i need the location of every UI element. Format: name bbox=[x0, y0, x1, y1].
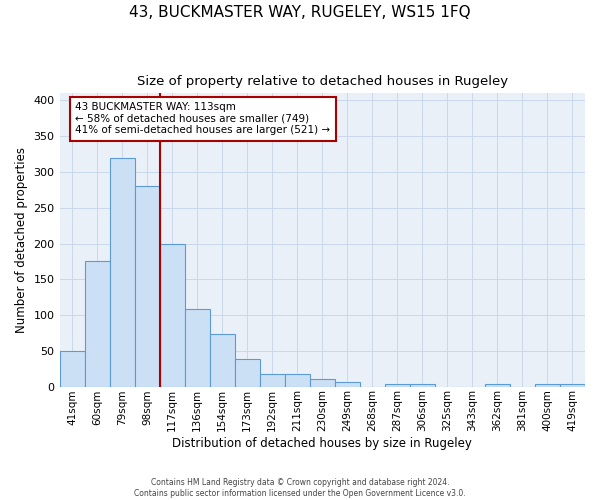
Bar bbox=[410, 384, 435, 386]
Bar bbox=[485, 384, 510, 386]
Bar bbox=[134, 186, 160, 386]
Bar bbox=[310, 380, 335, 386]
Bar bbox=[110, 158, 134, 386]
Bar bbox=[160, 244, 185, 386]
Title: Size of property relative to detached houses in Rugeley: Size of property relative to detached ho… bbox=[137, 75, 508, 88]
Bar bbox=[85, 262, 110, 386]
Bar bbox=[209, 334, 235, 386]
Bar bbox=[535, 384, 560, 386]
Text: 43, BUCKMASTER WAY, RUGELEY, WS15 1FQ: 43, BUCKMASTER WAY, RUGELEY, WS15 1FQ bbox=[129, 5, 471, 20]
Bar bbox=[185, 310, 209, 386]
Bar bbox=[385, 384, 410, 386]
Text: Contains HM Land Registry data © Crown copyright and database right 2024.
Contai: Contains HM Land Registry data © Crown c… bbox=[134, 478, 466, 498]
Bar bbox=[285, 374, 310, 386]
Bar bbox=[235, 358, 260, 386]
Bar bbox=[260, 374, 285, 386]
Bar bbox=[59, 351, 85, 386]
Text: 43 BUCKMASTER WAY: 113sqm
← 58% of detached houses are smaller (749)
41% of semi: 43 BUCKMASTER WAY: 113sqm ← 58% of detac… bbox=[76, 102, 331, 136]
X-axis label: Distribution of detached houses by size in Rugeley: Distribution of detached houses by size … bbox=[172, 437, 472, 450]
Bar bbox=[560, 384, 585, 386]
Bar bbox=[335, 382, 360, 386]
Y-axis label: Number of detached properties: Number of detached properties bbox=[15, 147, 28, 333]
